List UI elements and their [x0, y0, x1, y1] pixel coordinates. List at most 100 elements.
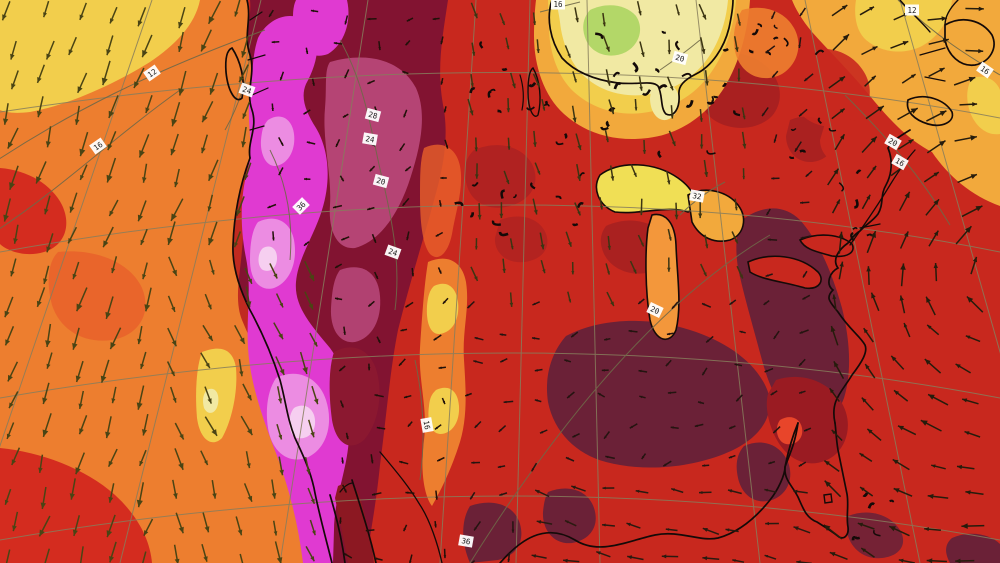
wind-arrow [955, 225, 972, 245]
wind-arrow [736, 13, 741, 26]
wind-arrow [242, 101, 251, 119]
wind-arrow [802, 270, 808, 278]
wind-arrow [374, 394, 384, 398]
wind-arrow [605, 69, 611, 86]
wind-arrow [605, 455, 615, 460]
wind-arrow [924, 527, 941, 532]
isobar-line [844, 94, 951, 226]
wind-arrow [637, 234, 645, 247]
wind-arrow [334, 263, 343, 269]
wind-arrow [964, 430, 981, 438]
wind-arrow [924, 358, 942, 374]
wind-arrow [734, 198, 738, 211]
wind-arrow [141, 413, 149, 436]
wind-arrow [170, 133, 179, 156]
small-lake [454, 201, 464, 206]
wind-arrow [665, 528, 678, 532]
wind-arrow [888, 525, 910, 537]
small-lake [600, 126, 609, 131]
wind-arrow [601, 369, 609, 372]
small-lake [512, 194, 517, 199]
wind-arrow [857, 522, 875, 530]
wind-arrow [244, 162, 252, 180]
wind-arrow [890, 355, 905, 370]
wind-arrow [699, 109, 703, 122]
wind-arrow [605, 263, 611, 275]
wind-arrow [332, 204, 343, 209]
small-lake [733, 110, 741, 117]
wind-arrow [829, 551, 848, 560]
small-lake [852, 227, 858, 230]
wind-arrow [499, 202, 504, 219]
wind-arrow [671, 301, 679, 310]
wind-arrow [893, 487, 913, 497]
wind-arrow [729, 299, 737, 306]
wind-arrow [38, 515, 51, 537]
wind-arrow [274, 541, 283, 563]
wind-arrow [734, 363, 743, 367]
wind-arrow [861, 194, 871, 210]
wind-arrow [897, 138, 914, 150]
isobar-line [269, 149, 292, 261]
nova-scotia [906, 95, 954, 127]
region-plum-gulf-a [463, 502, 522, 563]
wind-arrow [970, 256, 978, 275]
region-west-mauve-2 [330, 267, 381, 343]
wind-arrow [866, 230, 877, 254]
wind-arrow [367, 363, 371, 371]
region-pacific-yellow [0, 0, 200, 113]
wind-arrow [507, 137, 511, 150]
region-midwest-plum [546, 320, 770, 468]
lake-winnipegosis [519, 74, 524, 111]
lake-huron [687, 189, 745, 242]
wind-arrow [830, 325, 839, 346]
wind-arrow [860, 547, 875, 558]
wind-arrow [469, 491, 476, 500]
region-pacific-deeporange [48, 251, 146, 341]
wind-arrow [342, 484, 348, 493]
wind-arrow [923, 171, 940, 183]
wind-arrow [109, 327, 122, 350]
region-central-darkred-2 [494, 216, 548, 263]
wind-arrow [201, 543, 208, 562]
wind-arrow [136, 482, 145, 508]
contour-label: 16 [976, 61, 994, 79]
small-lake [748, 49, 754, 54]
wind-arrow [344, 69, 350, 79]
wind-arrow [731, 231, 739, 244]
parallel [0, 71, 1000, 119]
wind-arrow [79, 546, 84, 563]
small-lake [675, 40, 681, 51]
small-lake [817, 117, 822, 125]
wind-arrow [702, 464, 710, 467]
wind-arrow [374, 557, 383, 561]
wind-arrow [42, 413, 52, 438]
small-lake [613, 82, 622, 90]
small-lake [555, 141, 564, 146]
wind-arrow [832, 33, 850, 51]
small-lake [799, 149, 806, 153]
wind-arrow [201, 134, 209, 154]
wind-arrow [509, 72, 516, 89]
wind-arrow [44, 548, 51, 563]
wind-arrow [8, 391, 19, 409]
wind-arrow [667, 391, 677, 395]
wind-arrow [893, 389, 909, 402]
wind-arrow [470, 560, 476, 563]
region-ne-orange [792, 0, 1000, 206]
wind-arrow [635, 489, 649, 494]
contour-label: 20 [884, 133, 902, 151]
wind-arrow [40, 486, 47, 510]
wind-arrow [268, 9, 274, 18]
wind-arrow [541, 98, 546, 111]
wind-arrow [764, 554, 777, 560]
contour-label-value: 28 [367, 110, 379, 121]
contour-label: 20 [671, 50, 689, 66]
contour-label: 16 [551, 0, 565, 10]
small-lake [572, 223, 579, 227]
wind-arrow [697, 401, 705, 405]
wind-arrow [79, 131, 89, 157]
wind-arrow [576, 163, 582, 182]
wind-arrow [961, 398, 979, 405]
wind-arrow [627, 555, 644, 561]
